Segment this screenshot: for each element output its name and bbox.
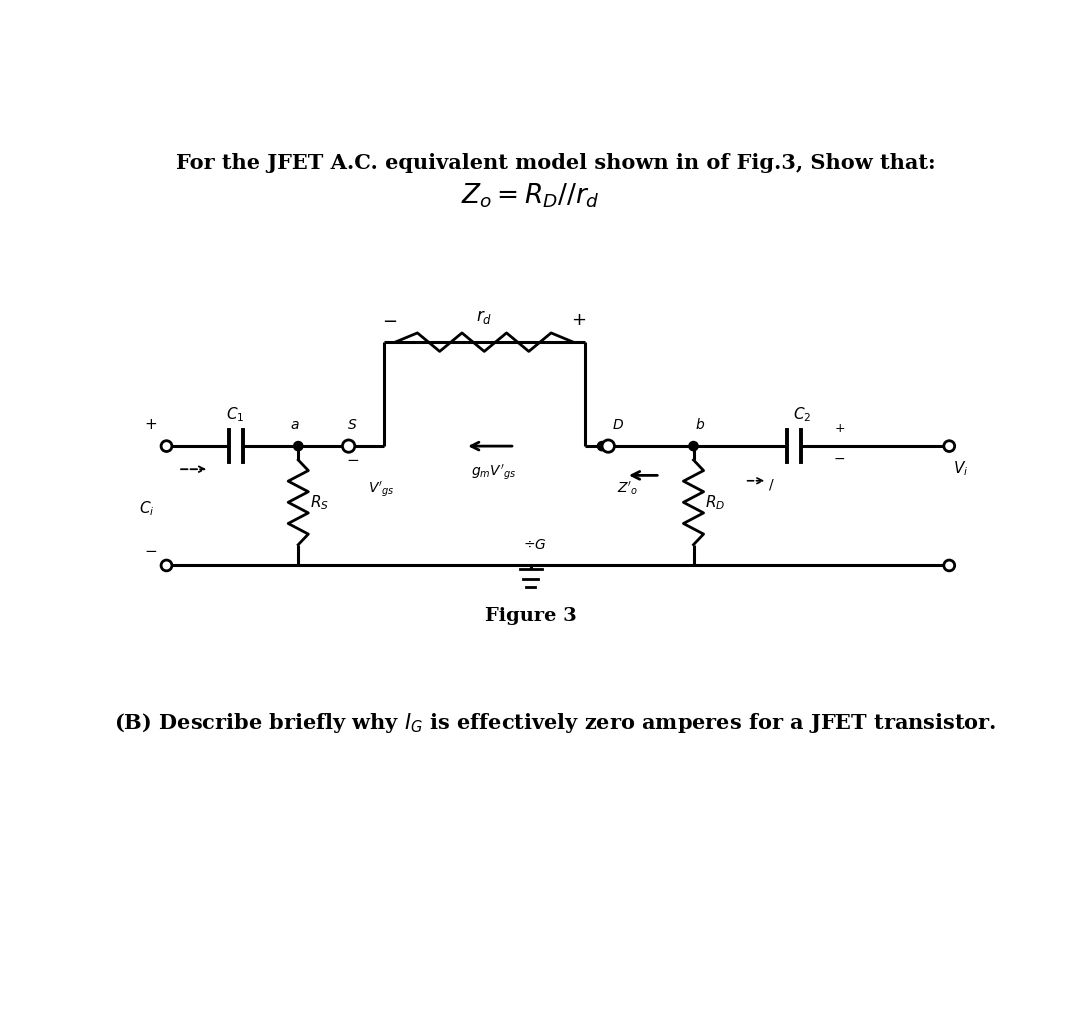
Text: $V_i$: $V_i$ — [953, 459, 968, 477]
Circle shape — [688, 441, 698, 451]
Text: $C_i$: $C_i$ — [140, 499, 155, 519]
Text: $-$: $-$ — [383, 311, 397, 329]
Circle shape — [944, 560, 955, 571]
Text: $-$: $-$ — [834, 451, 846, 464]
Circle shape — [162, 560, 172, 571]
Text: $C_2$: $C_2$ — [792, 405, 811, 424]
Text: $-$: $-$ — [346, 452, 359, 466]
Text: $b$: $b$ — [695, 417, 705, 432]
Text: $\div G$: $\div G$ — [522, 537, 546, 552]
Circle shape — [162, 440, 172, 452]
Text: $V'_{gs}$: $V'_{gs}$ — [369, 480, 395, 499]
Circle shape — [602, 440, 615, 453]
Text: For the JFET A.C. equivalent model shown in of Fig.3, Show that:: For the JFET A.C. equivalent model shown… — [176, 152, 935, 173]
Text: $a$: $a$ — [289, 418, 299, 432]
Circle shape — [944, 440, 955, 452]
Text: $r_d$: $r_d$ — [476, 308, 492, 325]
Text: $R_S$: $R_S$ — [310, 494, 330, 512]
Circle shape — [294, 441, 302, 451]
Text: $+$: $+$ — [571, 311, 586, 329]
Text: $+$: $+$ — [144, 418, 157, 432]
Text: $S$: $S$ — [347, 418, 358, 432]
Circle shape — [597, 441, 607, 451]
Text: $Z_o = R_D//r_d$: $Z_o = R_D//r_d$ — [462, 181, 601, 210]
Circle shape — [343, 440, 354, 453]
Text: Figure 3: Figure 3 — [485, 606, 577, 625]
Text: $+$: $+$ — [834, 422, 844, 435]
Text: $R_D$: $R_D$ — [705, 494, 725, 512]
Text: $g_m V'_{gs}$: $g_m V'_{gs}$ — [472, 462, 517, 482]
Text: $-$: $-$ — [144, 543, 157, 557]
Text: $/$: $/$ — [767, 477, 774, 492]
Text: (B) Describe briefly why $I_G$ is effectively zero amperes for a JFET transistor: (B) Describe briefly why $I_G$ is effect… — [114, 711, 997, 736]
Text: $Z'_o$: $Z'_o$ — [617, 480, 638, 497]
Text: $C_1$: $C_1$ — [225, 405, 244, 424]
Text: $D$: $D$ — [611, 418, 623, 432]
